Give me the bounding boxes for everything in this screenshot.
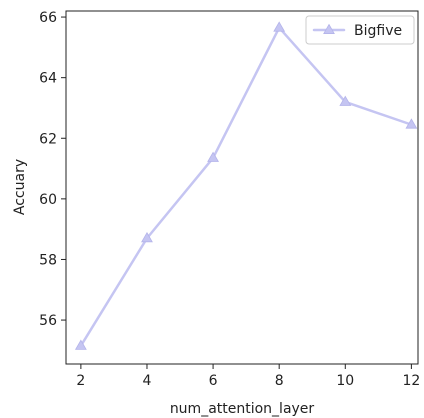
- data-point-marker: [141, 231, 153, 243]
- y-axis-label: Accuary: [12, 159, 28, 215]
- x-tick-label: 10: [336, 373, 354, 389]
- x-tick-label: 2: [76, 373, 85, 389]
- data-point-marker: [207, 151, 219, 162]
- series-line-bigfive: [79, 26, 413, 348]
- legend-label-bigfive: Bigfive: [354, 23, 402, 39]
- x-tick-label: 4: [143, 373, 152, 389]
- data-point-marker: [273, 21, 286, 32]
- data-point-marker: [405, 118, 418, 129]
- legend: Bigfive: [305, 15, 415, 45]
- x-tick-label: 12: [402, 373, 420, 389]
- y-tick-label: 66: [39, 10, 57, 26]
- x-tick-label: 8: [275, 373, 284, 389]
- y-tick-label: 62: [39, 131, 57, 147]
- plot-frame: [65, 10, 419, 365]
- legend-triangle-marker: [323, 23, 335, 34]
- legend-box: [305, 15, 415, 45]
- y-tick-label: 60: [39, 192, 57, 208]
- data-point-marker: [74, 339, 87, 350]
- x-axis-ticks: 2 4 6 8 10 12: [76, 364, 420, 389]
- x-tick-label: 6: [209, 373, 218, 389]
- series-layer: [74, 21, 418, 350]
- y-tick-label: 56: [39, 313, 57, 329]
- data-point-marker: [339, 95, 352, 106]
- y-tick-label: 58: [39, 252, 57, 268]
- y-tick-label: 64: [39, 71, 57, 87]
- x-axis-label: num_attention_layer: [170, 401, 315, 417]
- y-axis-ticks: 56 58 60 62 64 66: [39, 10, 66, 329]
